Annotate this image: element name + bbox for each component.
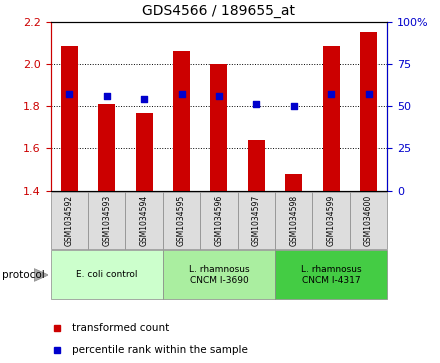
Bar <box>350 192 387 249</box>
Point <box>216 93 222 99</box>
Text: GSM1034599: GSM1034599 <box>326 195 336 246</box>
Bar <box>323 46 340 191</box>
Bar <box>285 174 302 191</box>
Point <box>103 93 110 99</box>
Bar <box>210 64 227 191</box>
Text: L. rhamnosus
CNCM I-4317: L. rhamnosus CNCM I-4317 <box>301 265 361 285</box>
Bar <box>275 192 312 249</box>
Bar <box>173 51 190 191</box>
Bar <box>238 192 275 249</box>
Point <box>365 91 372 97</box>
Text: GSM1034594: GSM1034594 <box>139 195 149 246</box>
Text: protocol: protocol <box>2 270 45 280</box>
Point <box>253 102 260 107</box>
Bar <box>125 192 163 249</box>
Text: GSM1034596: GSM1034596 <box>214 195 224 246</box>
Point <box>290 103 297 109</box>
Bar <box>88 192 125 249</box>
Bar <box>61 46 78 191</box>
Text: GSM1034592: GSM1034592 <box>65 195 74 246</box>
Text: L. rhamnosus
CNCM I-3690: L. rhamnosus CNCM I-3690 <box>189 265 249 285</box>
Text: GSM1034597: GSM1034597 <box>252 195 261 246</box>
Title: GDS4566 / 189655_at: GDS4566 / 189655_at <box>143 4 295 18</box>
Bar <box>200 192 238 249</box>
Text: GSM1034593: GSM1034593 <box>102 195 111 246</box>
Text: E. coli control: E. coli control <box>76 270 137 280</box>
Bar <box>51 192 88 249</box>
Bar <box>136 113 153 191</box>
Point <box>327 91 335 97</box>
Text: GSM1034600: GSM1034600 <box>364 195 373 246</box>
Polygon shape <box>34 269 48 281</box>
Point <box>66 91 73 97</box>
Bar <box>248 140 265 191</box>
Bar <box>275 250 387 299</box>
Bar <box>360 32 377 191</box>
Bar <box>163 192 200 249</box>
Text: GSM1034598: GSM1034598 <box>289 195 298 246</box>
Bar <box>163 250 275 299</box>
Text: percentile rank within the sample: percentile rank within the sample <box>73 345 248 355</box>
Bar <box>98 104 115 191</box>
Point <box>178 91 185 97</box>
Bar <box>312 192 350 249</box>
Bar <box>51 250 163 299</box>
Point <box>141 97 148 102</box>
Text: GSM1034595: GSM1034595 <box>177 195 186 246</box>
Text: transformed count: transformed count <box>73 323 170 333</box>
